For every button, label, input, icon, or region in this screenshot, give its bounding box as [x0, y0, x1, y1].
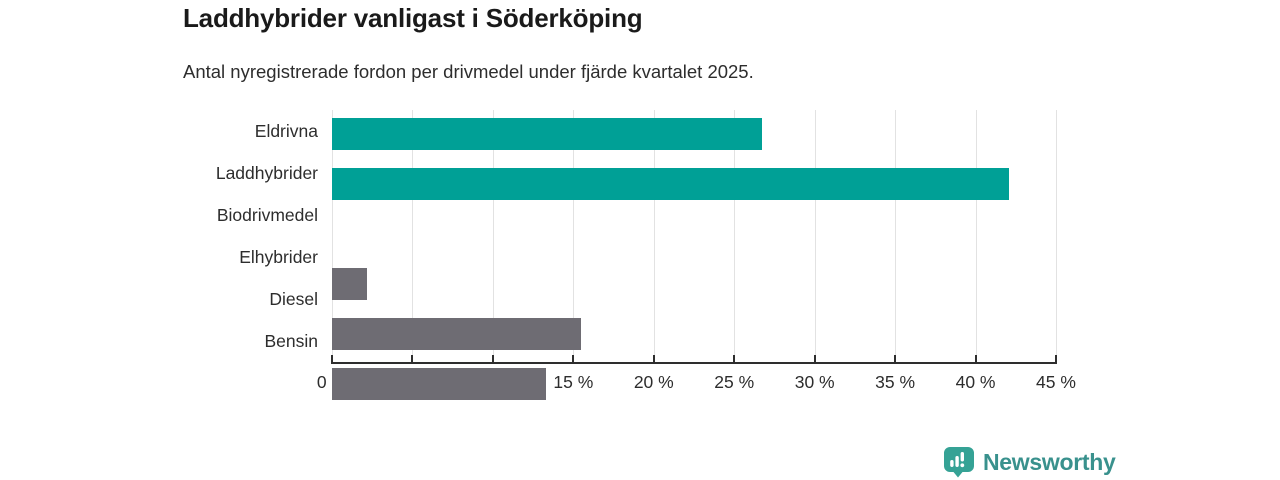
- x-tick-label-40: 40 %: [955, 372, 996, 392]
- gridline-20: [653, 110, 655, 362]
- gridline-0: [332, 110, 333, 362]
- x-axis-tick-10: [491, 355, 494, 363]
- gridline-10: [492, 110, 494, 362]
- bar-row-biodrivmedel: [332, 218, 1056, 260]
- newsworthy-logo: Newsworthy: [942, 445, 1116, 479]
- x-axis-tick-45: [1055, 355, 1057, 363]
- category-label-eldrivna: Eldrivna: [254, 120, 318, 141]
- bar-row-diesel: [332, 318, 1056, 360]
- x-axis-tick-35: [894, 355, 897, 363]
- plot-area: [331, 110, 1057, 400]
- bars-container: [332, 110, 1056, 400]
- logo-text: Newsworthy: [983, 448, 1116, 475]
- bar-row-bensin: [332, 368, 1056, 410]
- gridline-15: [573, 110, 575, 362]
- chart-title: Laddhybrider vanligast i Söderköping: [183, 3, 643, 33]
- x-tick-label-20: 20 %: [633, 372, 674, 392]
- category-label-diesel: Diesel: [269, 288, 318, 309]
- category-label-biodrivmedel: Biodrivmedel: [216, 204, 318, 225]
- bar-diesel: [332, 318, 582, 350]
- x-tick-label-30: 30 %: [794, 372, 835, 392]
- gridline-25: [734, 110, 736, 362]
- bar-bensin: [332, 368, 546, 400]
- category-label-elhybrider: Elhybrider: [239, 246, 318, 267]
- bar-chart-speech-bubble-icon: [944, 447, 974, 478]
- x-axis-line: [331, 362, 1057, 364]
- bar-row-laddhybrider: [332, 168, 1056, 210]
- gridline-40: [975, 110, 977, 362]
- bar-glyph-tall: [955, 456, 959, 467]
- gridline-5: [412, 110, 414, 362]
- x-axis-tick-20: [652, 355, 655, 363]
- x-axis-tick-15: [572, 355, 575, 363]
- exclamation-bar-glyph: [960, 452, 964, 462]
- bar-eldrivna: [332, 118, 762, 150]
- x-tick-label-35: 35 %: [875, 372, 916, 392]
- x-axis-tick-30: [813, 355, 816, 363]
- bar-laddhybrider: [332, 168, 1010, 200]
- bar-glyph-short: [950, 460, 954, 467]
- category-label-bensin: Bensin: [264, 330, 318, 351]
- x-tick-label-45: 45 %: [1036, 372, 1076, 392]
- chart-subtitle: Antal nyregistrerade fordon per drivmede…: [183, 61, 754, 82]
- category-labels: Eldrivna Laddhybrider Biodrivmedel Elhybrid…: [0, 110, 318, 362]
- exclamation-dot-glyph: [960, 463, 965, 468]
- gridline-35: [895, 110, 897, 362]
- bar-row-eldrivna: [332, 118, 1056, 160]
- bar-elhybrider: [332, 268, 368, 300]
- speech-bubble-shape: [944, 447, 974, 478]
- x-axis-tick-25: [733, 355, 736, 363]
- bar-row-elhybrider: [332, 268, 1056, 310]
- gridline-45: [1056, 110, 1057, 362]
- gridline-30: [814, 110, 816, 362]
- x-tick-label-15: 15 %: [553, 372, 594, 392]
- x-tick-label-25: 25 %: [714, 372, 755, 392]
- x-axis-tick-40: [974, 355, 977, 363]
- x-axis-tick-5: [411, 355, 414, 363]
- x-axis-tick-0: [331, 355, 333, 363]
- category-label-laddhybrider: Laddhybrider: [215, 162, 318, 183]
